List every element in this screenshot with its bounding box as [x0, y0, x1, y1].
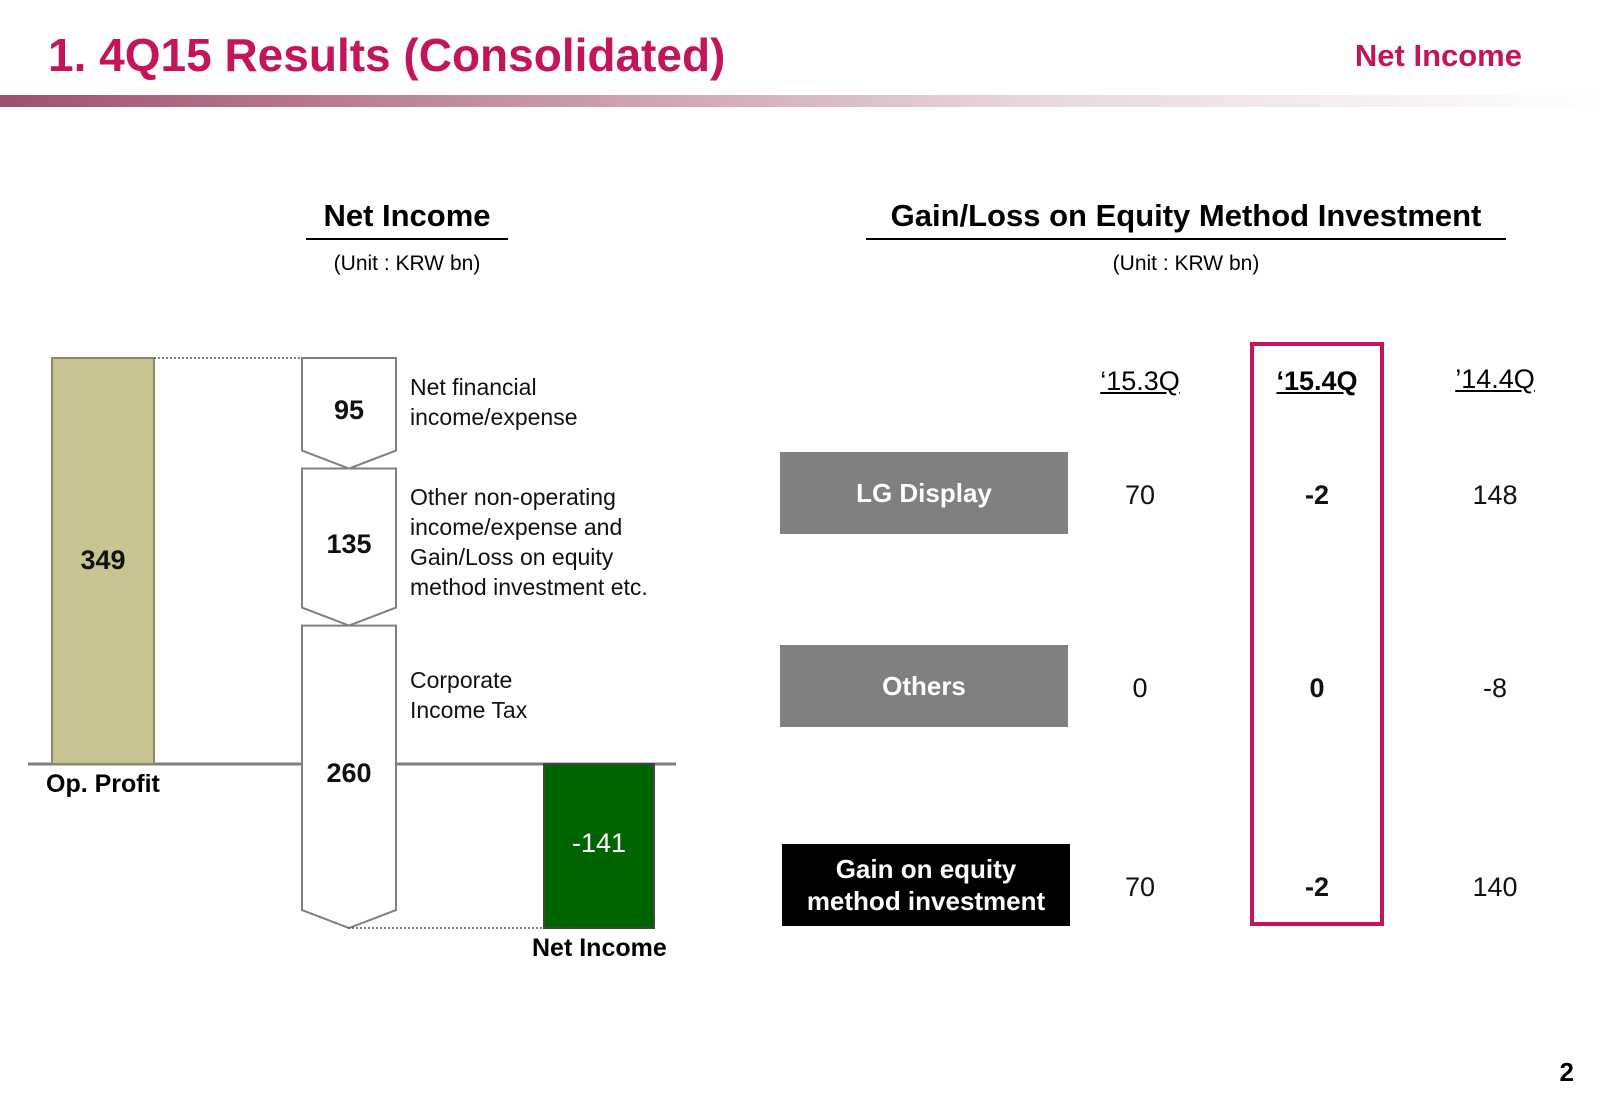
highlight-column-box: [1250, 342, 1384, 926]
page-title: 1. 4Q15 Results (Consolidated): [48, 29, 726, 81]
row-label: Others: [882, 670, 966, 702]
label-net-financial: Net financial income/expense: [410, 372, 578, 432]
equity-method-title: Gain/Loss on Equity Method Investment: [866, 198, 1506, 240]
arrow-corporate-tax: [301, 624, 397, 930]
axis-label-net-income: Net Income: [532, 934, 667, 963]
label-line: income/expense: [410, 404, 578, 430]
column-header: ‘15.4Q: [1276, 366, 1358, 396]
label-line: Gain/Loss on equity: [410, 544, 614, 570]
table-cell: 70: [1124, 872, 1156, 902]
table-cell: 0: [1132, 673, 1148, 703]
row-label-line: LG Display: [856, 478, 992, 508]
row-label: Gain on equity method investment: [807, 853, 1045, 917]
label-line: Income Tax: [410, 697, 528, 723]
table-cell: -8: [1482, 673, 1507, 703]
net-income-chart-title: Net Income: [306, 198, 508, 240]
table-cell: 148: [1472, 480, 1518, 510]
column-header: ’14.4Q: [1455, 364, 1535, 394]
table-cell: 140: [1472, 872, 1518, 902]
value-net-income: -141: [571, 828, 627, 858]
label-line: Corporate: [410, 667, 513, 693]
row-label-box: LG Display: [780, 452, 1068, 534]
bar-net-income: [543, 763, 655, 930]
table-cell: 0: [1309, 673, 1325, 703]
net-income-unit: (Unit : KRW bn): [333, 252, 481, 275]
row-label-box: Gain on equity method investment: [782, 844, 1070, 926]
label-line: Net financial: [410, 374, 537, 400]
row-label-line: Gain on equity: [835, 854, 1017, 884]
label-line: income/expense and: [410, 514, 623, 540]
value-net-financial: 95: [333, 395, 365, 426]
label-other-non-operating: Other non-operating income/expense and Gai…: [410, 482, 648, 602]
axis-label-op-profit: Op. Profit: [46, 770, 160, 798]
table-cell: -2: [1304, 480, 1329, 510]
row-label-box: Others: [780, 645, 1068, 727]
value-other-non-operating: 135: [326, 529, 372, 560]
row-label-line: method investment: [806, 886, 1046, 916]
row-label: LG Display: [856, 477, 992, 509]
value-op-profit: 349: [80, 545, 126, 575]
table-cell: 70: [1124, 480, 1156, 510]
value-corporate-tax: 260: [326, 758, 372, 788]
equity-method-unit: (Unit : KRW bn): [1112, 252, 1260, 275]
section-label: Net Income: [1354, 38, 1522, 73]
label-line: Other non-operating: [410, 484, 616, 510]
column-header: ‘15.3Q: [1100, 366, 1180, 396]
label-corporate-tax: Corporate Income Tax: [410, 665, 527, 725]
row-label-line: Others: [882, 671, 966, 701]
table-cell: -2: [1304, 872, 1329, 902]
page-number: 2: [1559, 1057, 1574, 1087]
title-gradient-bar: [0, 95, 1600, 107]
arrow-net-financial: [301, 357, 397, 470]
arrow-other-non-operating: [301, 467, 397, 627]
bar-op-profit: [51, 357, 155, 765]
label-line: method investment etc.: [410, 574, 648, 600]
